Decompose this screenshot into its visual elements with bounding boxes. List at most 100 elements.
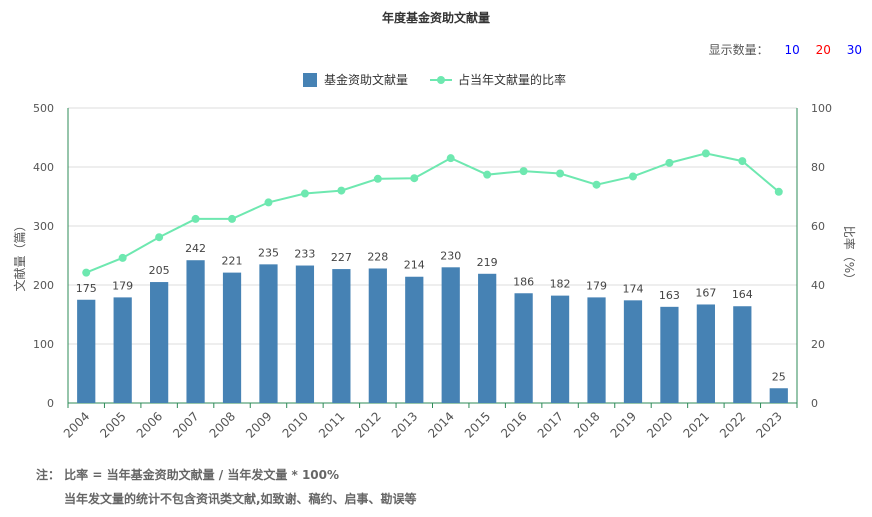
- bar-2022: [733, 306, 752, 403]
- ratio-point-2011: [337, 186, 346, 195]
- bar-2006: [150, 282, 169, 403]
- ratio-point-2008: [228, 214, 237, 223]
- ratio-point-2018: [592, 180, 601, 189]
- x-tick-label-2015: 2015: [462, 409, 493, 440]
- bar-2007: [186, 260, 205, 403]
- x-tick-label-2004: 2004: [61, 409, 92, 440]
- ratio-point-2010: [300, 189, 309, 198]
- y2-tick-label-60: 60: [811, 220, 825, 233]
- display-count-option-10[interactable]: 10: [784, 43, 800, 57]
- bar-value-label-2013: 214: [404, 259, 425, 272]
- ratio-point-2014: [446, 154, 455, 163]
- display-count-label: 显示数量：: [708, 43, 769, 57]
- bar-value-label-2011: 227: [331, 251, 352, 264]
- y-tick-label-100: 100: [33, 338, 54, 351]
- bar-2004: [77, 299, 96, 403]
- ratio-point-2006: [155, 233, 164, 242]
- x-tick-label-2013: 2013: [389, 409, 420, 440]
- display-count-selector: 显示数量： 10 20 30: [709, 41, 862, 58]
- y2-tick-label-100: 100: [811, 102, 832, 115]
- bar-2009: [259, 264, 278, 403]
- bar-value-label-2017: 182: [550, 278, 571, 291]
- bar-value-label-2018: 179: [586, 279, 607, 292]
- bar-value-label-2019: 174: [622, 282, 643, 295]
- x-tick-label-2018: 2018: [571, 409, 602, 440]
- ratio-point-2019: [628, 172, 637, 181]
- note-ratio-formula: 注： 比率 = 当年基金资助文献量 / 当年发文量 * 100%: [36, 468, 340, 482]
- ratio-point-2004: [82, 268, 91, 277]
- bar-value-label-2006: 205: [149, 264, 170, 277]
- y2-tick-label-20: 20: [811, 338, 825, 351]
- ratio-point-2021: [701, 149, 710, 158]
- x-tick-label-2012: 2012: [352, 409, 383, 440]
- x-tick-label-2023: 2023: [753, 409, 784, 440]
- x-tick-label-2007: 2007: [170, 409, 201, 440]
- x-tick-label-2005: 2005: [97, 409, 128, 440]
- bar-value-label-2005: 179: [112, 279, 133, 292]
- x-tick-label-2008: 2008: [207, 409, 238, 440]
- bar-2023: [769, 388, 788, 403]
- ratio-point-2017: [556, 169, 565, 178]
- x-tick-label-2010: 2010: [280, 409, 311, 440]
- note-exclusion: 当年发文量的统计不包含资讯类文献,如致谢、稿约、启事、勘误等: [64, 492, 417, 506]
- bar-2011: [332, 269, 351, 403]
- bar-2012: [368, 268, 387, 403]
- x-tick-label-2006: 2006: [134, 409, 165, 440]
- ratio-point-2005: [118, 253, 127, 262]
- x-tick-label-2022: 2022: [717, 409, 748, 440]
- ratio-point-2012: [373, 174, 382, 183]
- bar-value-label-2023: 25: [772, 370, 786, 383]
- y-tick-label-500: 500: [33, 102, 54, 115]
- ratio-point-2007: [191, 214, 200, 223]
- ratio-point-2016: [519, 167, 528, 176]
- bar-value-label-2015: 219: [477, 256, 498, 269]
- bar-2008: [222, 272, 242, 403]
- y2-tick-label-40: 40: [811, 279, 825, 292]
- bar-2013: [405, 276, 424, 403]
- ratio-point-2020: [665, 158, 674, 167]
- x-tick-label-2019: 2019: [608, 409, 639, 440]
- bar-value-label-2007: 242: [185, 242, 206, 255]
- bar-2018: [587, 297, 606, 403]
- bar-2015: [478, 273, 497, 403]
- legend-label-bar: 基金资助文献量: [324, 72, 408, 87]
- x-tick-label-2016: 2016: [498, 409, 529, 440]
- chart-title: 年度基金资助文献量: [381, 11, 490, 25]
- bar-value-label-2008: 221: [222, 255, 243, 268]
- y-tick-label-400: 400: [33, 161, 54, 174]
- bar-value-label-2022: 164: [732, 288, 753, 301]
- y-tick-label-300: 300: [33, 220, 54, 233]
- legend-swatch-bar: [303, 73, 317, 87]
- ratio-point-2023: [774, 187, 783, 196]
- ratio-point-2013: [410, 174, 419, 183]
- y2-tick-label-0: 0: [811, 397, 818, 410]
- bar-2010: [295, 265, 315, 403]
- bar-value-label-2004: 175: [76, 282, 97, 295]
- bar-value-label-2009: 235: [258, 246, 279, 259]
- x-tick-label-2021: 2021: [680, 409, 711, 440]
- x-tick-label-2020: 2020: [644, 409, 675, 440]
- display-count-option-30[interactable]: 30: [846, 43, 862, 57]
- y-axis-title: 文献量（篇）: [12, 219, 27, 291]
- y-tick-label-200: 200: [33, 279, 54, 292]
- ratio-series-line: [85, 152, 780, 274]
- display-count-option-20[interactable]: 20: [815, 43, 831, 57]
- x-tick-label-2011: 2011: [316, 409, 347, 440]
- legend-swatch-line-marker: [437, 76, 445, 84]
- bar-value-label-2010: 233: [294, 248, 315, 261]
- y2-axis-title: 比率（%）: [842, 226, 857, 285]
- bar-2017: [550, 295, 570, 403]
- ratio-point-2009: [264, 198, 273, 207]
- x-tick-label-2014: 2014: [425, 409, 456, 440]
- bar-2005: [113, 297, 132, 403]
- x-tick-label-2009: 2009: [243, 409, 274, 440]
- bar-value-label-2020: 163: [659, 289, 680, 302]
- bar-value-label-2021: 167: [695, 286, 716, 299]
- ratio-point-2015: [483, 170, 492, 179]
- ratio-point-2022: [738, 157, 747, 166]
- bar-2014: [441, 267, 460, 403]
- bar-2019: [623, 300, 643, 403]
- x-tick-label-2017: 2017: [535, 409, 566, 440]
- bar-value-label-2012: 228: [367, 250, 388, 263]
